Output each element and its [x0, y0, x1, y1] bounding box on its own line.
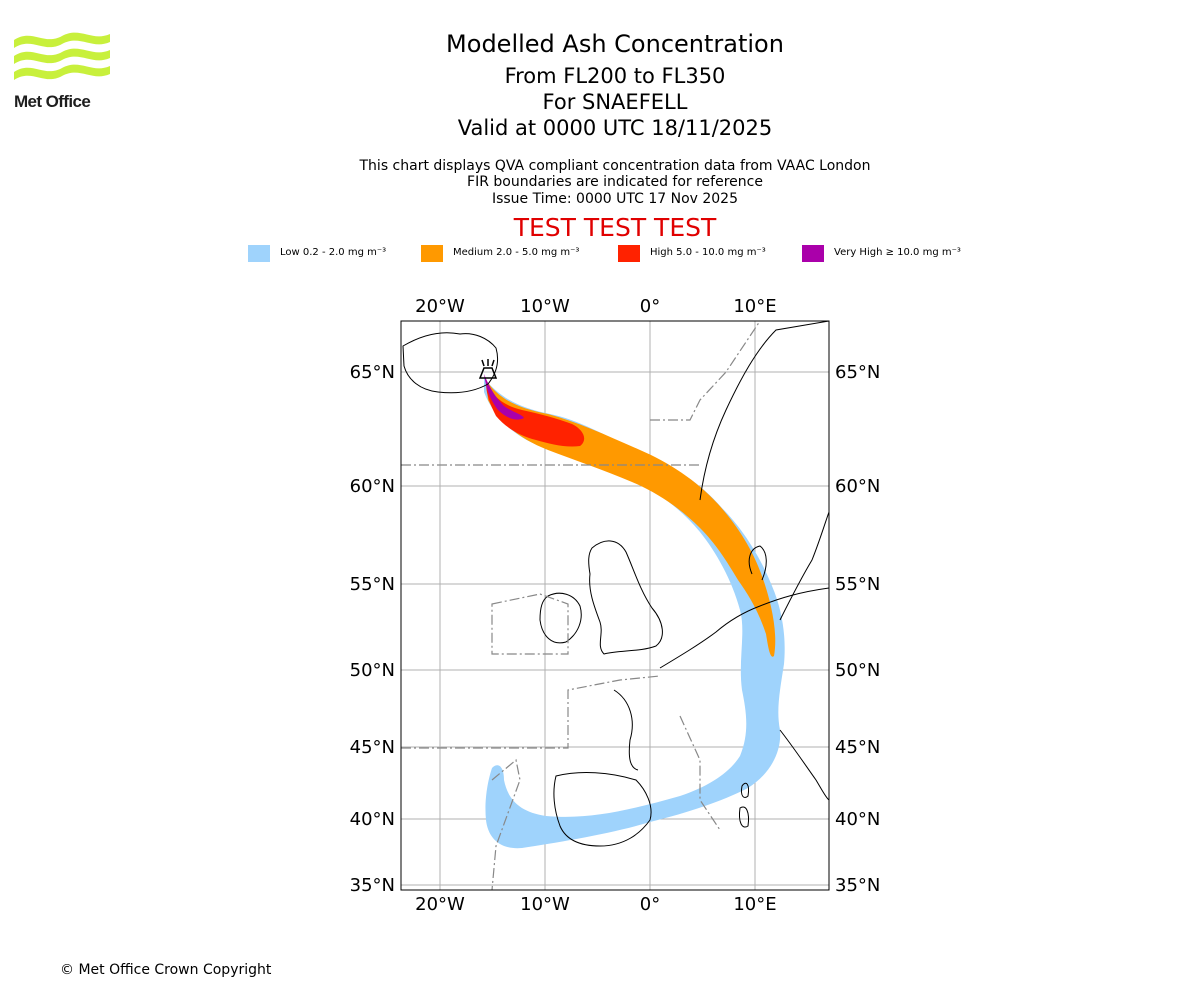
lat-label-right-65n: 65°N [835, 362, 880, 383]
lon-label-bottom-0: 0° [640, 894, 660, 915]
lon-label-top-10e: 10°E [733, 296, 776, 317]
note-issue-time: Issue Time: 0000 UTC 17 Nov 2025 [491, 191, 739, 207]
note-fir: FIR boundaries are indicated for referen… [467, 174, 763, 190]
coast-corsica [741, 782, 749, 799]
coastlines [402, 321, 829, 847]
coast-iceland [402, 332, 499, 394]
lat-label-right-60n: 60°N [835, 476, 880, 497]
lat-label-left-60n: 60°N [350, 476, 395, 497]
coast-ireland [539, 592, 582, 644]
coast-sardinia [739, 806, 749, 828]
coast-norway [699, 321, 829, 501]
lat-label-right-55n: 55°N [835, 574, 880, 595]
lat-label-left-65n: 65°N [350, 362, 395, 383]
ash-medium-area [486, 380, 776, 657]
coast-baltic [779, 511, 829, 621]
legend-label-medium: Medium 2.0 - 5.0 mg m⁻³ [453, 247, 580, 258]
lon-label-top-0: 0° [640, 296, 660, 317]
ash-very-high-area [484, 374, 524, 420]
lon-label-bottom-10e: 10°E [733, 894, 776, 915]
test-banner: TEST TEST TEST [513, 213, 717, 242]
logo-wave-1 [14, 32, 110, 48]
legend-swatch-low [248, 245, 270, 262]
copyright-notice: © Met Office Crown Copyright [60, 962, 272, 978]
met-office-logo [14, 32, 110, 80]
note-data-source: This chart displays QVA compliant concen… [359, 158, 871, 174]
lat-label-right-45n: 45°N [835, 737, 880, 758]
fir-boundary-atlantic [401, 675, 661, 749]
lon-label-bottom-10w: 10°W [520, 894, 570, 915]
lat-label-right-35n: 35°N [835, 875, 880, 896]
lat-label-left-50n: 50°N [350, 660, 395, 681]
ash-high-area [486, 382, 585, 447]
lat-label-left-55n: 55°N [350, 574, 395, 595]
logo-text: Met Office [14, 92, 91, 111]
coast-italy [779, 729, 829, 801]
fir-boundary-iberia [491, 758, 521, 890]
coast-iberia [553, 772, 652, 847]
volcano-icon [478, 359, 498, 379]
subtitle-levels: From FL200 to FL350 [504, 64, 726, 88]
legend-label-high: High 5.0 - 10.0 mg m⁻³ [650, 247, 766, 258]
coast-great-britain [588, 540, 663, 655]
subtitle-volcano: For SNAEFELL [542, 90, 688, 114]
lat-label-left-35n: 35°N [350, 875, 395, 896]
lon-label-bottom-20w: 20°W [415, 894, 465, 915]
lon-label-top-10w: 10°W [520, 296, 570, 317]
fir-boundary-central [679, 715, 721, 831]
coast-denmark [748, 545, 767, 581]
legend-label-low: Low 0.2 - 2.0 mg m⁻³ [280, 247, 387, 258]
lon-label-top-20w: 20°W [415, 296, 465, 317]
fir-boundary-shanwick [491, 593, 569, 655]
logo-wave-3 [14, 64, 110, 80]
legend-swatch-very-high [802, 245, 824, 262]
fir-boundary-norway [650, 321, 761, 421]
lat-label-right-50n: 50°N [835, 660, 880, 681]
fir-boundaries [401, 321, 761, 890]
logo-wave-2 [14, 48, 110, 64]
legend-swatch-medium [421, 245, 443, 262]
lat-label-right-40n: 40°N [835, 809, 880, 830]
chart-title: Modelled Ash Concentration [446, 30, 784, 58]
lat-label-left-40n: 40°N [350, 809, 395, 830]
coast-france-west [613, 689, 639, 771]
legend-swatch-high [618, 245, 640, 262]
lat-label-left-45n: 45°N [350, 737, 395, 758]
subtitle-valid-time: Valid at 0000 UTC 18/11/2025 [457, 116, 773, 140]
map-frame [400, 320, 830, 891]
legend-label-very-high: Very High ≥ 10.0 mg m⁻³ [834, 247, 961, 258]
